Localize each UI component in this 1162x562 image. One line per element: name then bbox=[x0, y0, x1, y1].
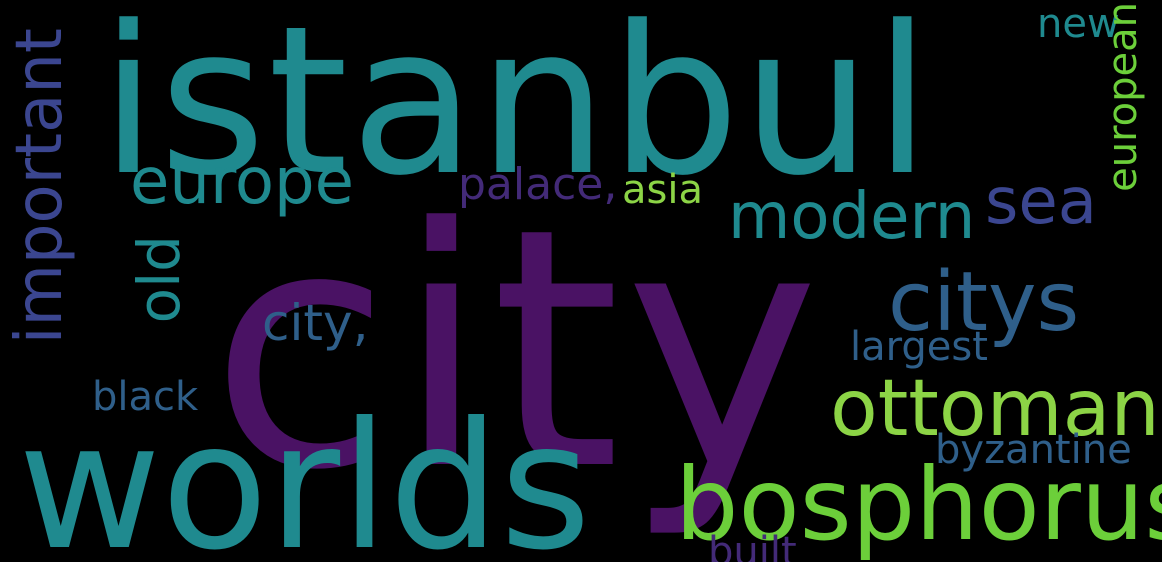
word-ottoman: ottoman bbox=[830, 364, 1160, 454]
word-old: old bbox=[125, 235, 193, 324]
word-city: city bbox=[210, 158, 824, 542]
word-new: new bbox=[1037, 1, 1120, 47]
word-asia: asia bbox=[622, 167, 703, 213]
word-city-comma: city, bbox=[262, 294, 369, 352]
word-important: important bbox=[3, 28, 77, 345]
word-modern: modern bbox=[728, 180, 976, 254]
word-palace: palace, bbox=[458, 159, 618, 210]
word-sea: sea bbox=[985, 165, 1097, 239]
word-built: built bbox=[708, 529, 797, 562]
word-byzantine: byzantine bbox=[935, 427, 1132, 473]
word-largest: largest bbox=[850, 324, 988, 370]
word-europe: europe bbox=[130, 145, 354, 219]
word-bosphorus: bosphorus bbox=[675, 446, 1162, 562]
word-istanbul: istanbul bbox=[100, 0, 933, 221]
word-worlds: worlds bbox=[18, 386, 592, 562]
word-european: european bbox=[1100, 2, 1146, 192]
word-black: black bbox=[92, 374, 199, 420]
word-citys: citys bbox=[888, 255, 1080, 350]
